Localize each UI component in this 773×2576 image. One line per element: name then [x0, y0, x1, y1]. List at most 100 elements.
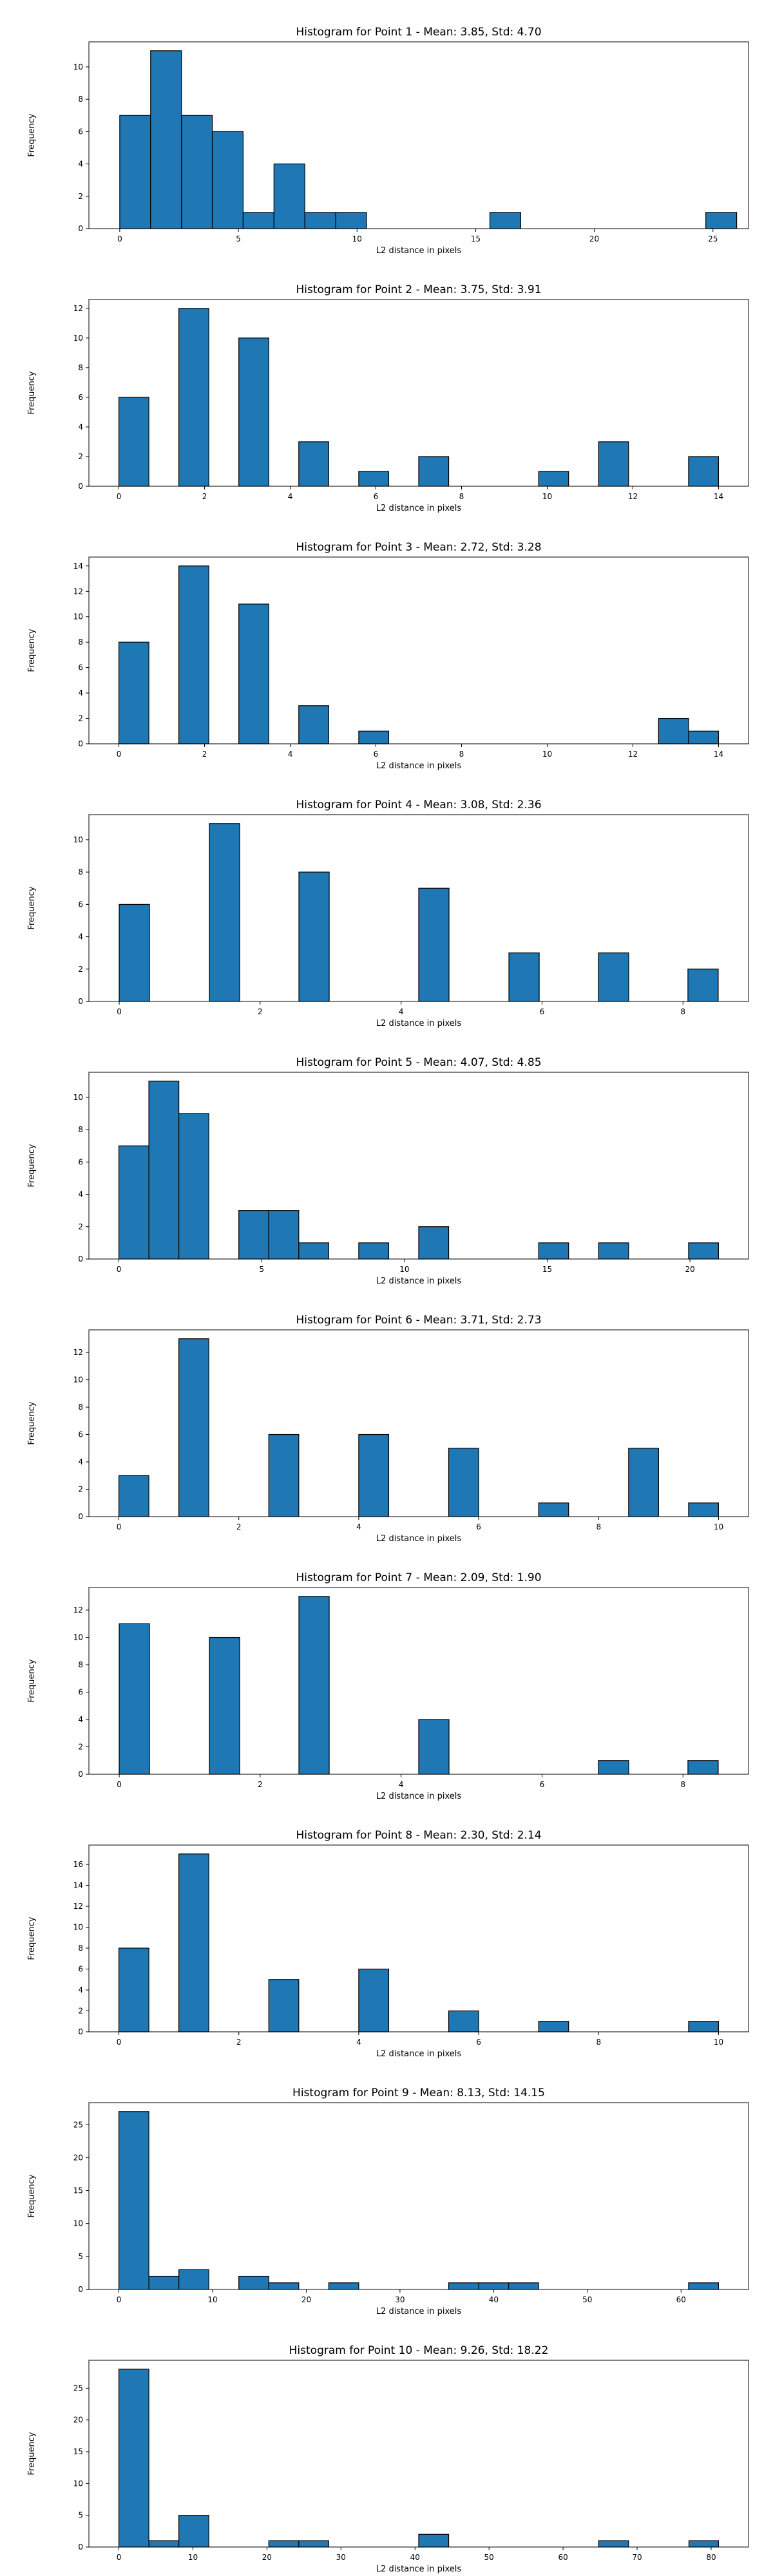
histogram-bar	[538, 1242, 569, 1260]
plot-frame	[88, 2360, 749, 2548]
y-tick-label: 10	[73, 612, 83, 621]
y-tick-label: 14	[73, 1881, 83, 1890]
histogram-bar	[178, 1338, 209, 1517]
histogram-bar	[273, 163, 305, 229]
x-tick-label: 8	[680, 1007, 685, 1016]
histogram-bar	[150, 50, 182, 229]
x-tick-label: 0	[117, 2038, 122, 2047]
plot-frame	[88, 814, 749, 1002]
histogram-bar	[238, 2275, 269, 2290]
y-tick-label: 8	[78, 1944, 83, 1953]
y-tick-label: 14	[73, 562, 83, 571]
histogram-bar	[298, 2540, 329, 2548]
x-tick-label: 4	[288, 750, 293, 759]
y-tick-label: 20	[73, 2153, 83, 2162]
y-tick-label: 10	[73, 334, 83, 343]
histogram-panel-7: Histogram for Point 7 - Mean: 2.09, Std:…	[27, 1571, 749, 1801]
y-tick-label: 4	[78, 1190, 83, 1199]
x-tick-label: 2	[258, 1780, 263, 1789]
x-axis-label: L2 distance in pixels	[376, 1276, 462, 1286]
histogram-panel-5: Histogram for Point 5 - Mean: 4.07, Std:…	[27, 1056, 749, 1286]
histogram-bar	[118, 2111, 149, 2290]
x-tick-label: 20	[685, 1265, 694, 1274]
y-tick-label: 4	[78, 933, 83, 942]
plot-frame	[88, 1587, 749, 1775]
y-tick-label: 5	[78, 2252, 83, 2261]
x-tick-label: 20	[589, 234, 599, 243]
x-tick-label: 0	[117, 234, 122, 243]
histogram-bar	[478, 2282, 510, 2290]
x-tick-label: 4	[288, 492, 293, 501]
histogram-bar	[448, 1448, 479, 1517]
x-tick-label: 0	[117, 492, 122, 501]
histogram-bar	[211, 131, 244, 229]
histogram-bar	[358, 471, 390, 487]
x-tick-label: 80	[706, 2553, 716, 2562]
histogram-bar	[688, 2282, 720, 2290]
x-tick-label: 0	[117, 1007, 122, 1016]
plot-frame	[88, 556, 749, 744]
histogram-bar	[148, 2540, 180, 2548]
histogram-bar	[268, 1434, 300, 1517]
y-tick-label: 2	[78, 1485, 83, 1494]
x-tick-label: 14	[714, 492, 723, 501]
x-tick-label: 14	[714, 750, 723, 759]
x-tick-label: 10	[714, 2038, 723, 2047]
x-tick-label: 4	[399, 1780, 404, 1789]
histogram-bar	[238, 337, 269, 487]
y-tick-label: 10	[73, 1376, 83, 1385]
histogram-panel-2: Histogram for Point 2 - Mean: 3.75, Std:…	[27, 283, 749, 513]
histogram-bar	[688, 2540, 720, 2548]
x-tick-label: 6	[476, 2038, 481, 2047]
histogram-bar	[119, 1623, 150, 1775]
x-tick-label: 30	[336, 2553, 346, 2562]
y-axis-label: Frequency	[27, 1659, 37, 1702]
x-tick-label: 10	[542, 492, 552, 501]
y-axis-label: Frequency	[27, 2174, 37, 2217]
histogram-bar	[538, 2021, 569, 2032]
y-tick-label: 8	[78, 1403, 83, 1412]
x-axis-label: L2 distance in pixels	[376, 1792, 462, 1801]
y-tick-label: 4	[78, 422, 83, 431]
x-tick-label: 0	[117, 1522, 122, 1531]
x-axis-label: L2 distance in pixels	[376, 2049, 462, 2059]
x-tick-label: 2	[236, 1522, 242, 1531]
x-tick-label: 10	[714, 1522, 723, 1531]
y-tick-label: 10	[73, 2219, 83, 2228]
y-tick-label: 0	[78, 739, 83, 748]
y-tick-label: 2	[78, 2007, 83, 2016]
histogram-bar	[448, 2282, 479, 2290]
y-tick-label: 0	[78, 482, 83, 491]
x-tick-label: 6	[540, 1780, 545, 1789]
histogram-bar	[118, 1947, 149, 2032]
y-tick-label: 8	[78, 1660, 83, 1669]
y-tick-label: 12	[73, 587, 83, 596]
histogram-bar	[298, 1596, 330, 1775]
histogram-bar	[358, 1434, 390, 1517]
y-tick-label: 6	[78, 127, 83, 136]
y-tick-label: 0	[78, 997, 83, 1006]
chart-title: Histogram for Point 9 - Mean: 8.13, Std:…	[292, 2087, 545, 2099]
histogram-bar	[688, 2021, 720, 2032]
x-tick-label: 8	[596, 2038, 601, 2047]
plot-frame	[88, 41, 749, 229]
chart-title: Histogram for Point 7 - Mean: 2.09, Std:…	[296, 1571, 541, 1584]
histogram-bar	[628, 1448, 659, 1517]
x-tick-label: 10	[188, 2553, 198, 2562]
y-tick-label: 6	[78, 1157, 83, 1166]
y-tick-label: 0	[78, 2285, 83, 2294]
chart-title: Histogram for Point 6 - Mean: 3.71, Std:…	[296, 1314, 541, 1327]
x-tick-label: 0	[117, 2295, 122, 2304]
x-tick-label: 5	[236, 234, 241, 243]
histogram-bar	[268, 1979, 300, 2032]
x-tick-label: 10	[542, 750, 552, 759]
chart-title: Histogram for Point 1 - Mean: 3.85, Std:…	[296, 26, 541, 39]
x-tick-label: 10	[352, 234, 362, 243]
y-axis-label: Frequency	[27, 629, 37, 672]
x-tick-label: 50	[582, 2295, 592, 2304]
y-tick-label: 0	[78, 224, 83, 233]
plot-frame	[88, 1072, 749, 1260]
x-tick-label: 2	[236, 2038, 242, 2047]
chart-title: Histogram for Point 8 - Mean: 2.30, Std:…	[296, 1829, 541, 1842]
x-tick-label: 6	[374, 750, 379, 759]
